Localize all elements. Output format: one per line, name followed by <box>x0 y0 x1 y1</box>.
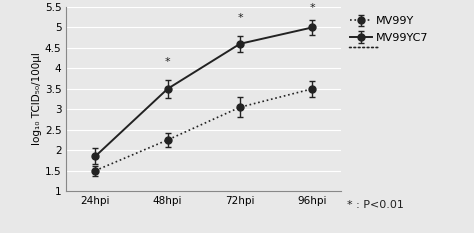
Y-axis label: log₁₀ TCID₅₀/100μl: log₁₀ TCID₅₀/100μl <box>32 53 42 145</box>
Text: *: * <box>237 13 243 23</box>
Text: *: * <box>165 57 171 67</box>
Text: * : P<0.01: * : P<0.01 <box>347 200 404 210</box>
Legend: MV99Y, MV99YC7: MV99Y, MV99YC7 <box>350 16 429 43</box>
Text: *: * <box>310 3 315 13</box>
